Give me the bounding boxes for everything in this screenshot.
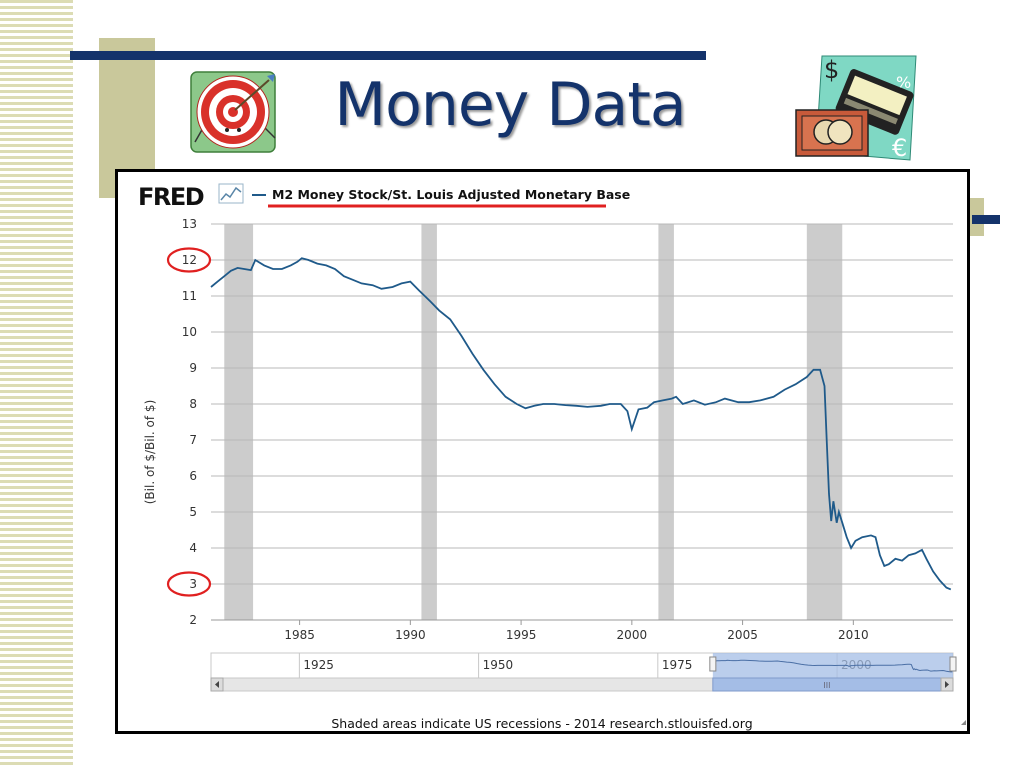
slide-title: Money Data: [334, 70, 686, 140]
scroll-right-arrow-icon: [945, 681, 949, 688]
y-tick-label: 12: [182, 253, 197, 267]
title-bar-right-segment: [972, 215, 1000, 224]
y-tick-label: 3: [189, 577, 197, 591]
fred-chart: FRED M2 Money Stock/St. Louis Adjusted M…: [138, 183, 966, 731]
navigator-label: 1925: [303, 658, 334, 672]
recession-band-4: [806, 224, 843, 620]
x-tick-label: 1995: [506, 628, 537, 642]
x-axis-ticks: 1985 1990 1995 2000 2005 2010: [284, 620, 869, 642]
y-tick-label: 4: [189, 541, 197, 555]
title-underline-bar: [70, 51, 706, 60]
navigator-scrollbar[interactable]: III: [210, 677, 954, 692]
tick-highlights: [166, 247, 212, 597]
fred-chart-frame: FRED M2 Money Stock/St. Louis Adjusted M…: [115, 169, 970, 734]
recession-band-3: [658, 224, 674, 620]
svg-text:€: €: [892, 134, 907, 162]
recession-band-1: [224, 224, 254, 620]
scroll-grip-icon: III: [823, 681, 830, 690]
fred-graph-icon: [218, 183, 244, 204]
navigator-label: 1975: [662, 658, 693, 672]
gridlines: [211, 223, 953, 621]
recession-band-2: [421, 224, 437, 620]
y-tick-label: 10: [182, 325, 197, 339]
navigator-mini-line: [712, 659, 953, 673]
y-tick-label: 5: [189, 505, 197, 519]
svg-text:%: %: [896, 73, 911, 92]
fred-graph-icon-line: [220, 186, 242, 201]
y-tick-label: 9: [189, 361, 197, 375]
x-tick-label: 2010: [838, 628, 869, 642]
x-tick-label: 2000: [617, 628, 648, 642]
fred-logo: FRED: [138, 183, 244, 211]
legend-label: M2 Money Stock/St. Louis Adjusted Moneta…: [272, 187, 630, 202]
fred-logo-text: FRED: [138, 183, 204, 211]
decorative-stripes: [0, 0, 73, 768]
y-axis-ticks: 2 3 4 5 6 7 8 9 10 11 12 13: [182, 217, 197, 627]
navigator-label: 1950: [483, 658, 514, 672]
navigator-left-handle[interactable]: [709, 656, 717, 672]
svg-text:$: $: [824, 56, 839, 84]
y-tick-label: 13: [182, 217, 197, 231]
target-icon: [190, 71, 276, 153]
y-tick-label: 11: [182, 289, 197, 303]
scroll-left-arrow-icon: [215, 681, 219, 688]
tick-highlight-circle-3: [166, 571, 212, 597]
navigator-right-handle[interactable]: [949, 656, 957, 672]
tick-highlight-circle-12: [166, 247, 212, 273]
y-axis-label: (Bil. of $/Bil. of $): [143, 400, 157, 505]
money-icon: $ % €: [795, 55, 917, 162]
x-tick-label: 2005: [727, 628, 758, 642]
resize-grip-icon: [961, 720, 966, 725]
x-tick-label: 1985: [284, 628, 315, 642]
recession-bands: [224, 224, 843, 620]
y-tick-label: 2: [189, 613, 197, 627]
x-tick-label: 1990: [395, 628, 426, 642]
chart-footer: Shaded areas indicate US recessions - 20…: [331, 716, 752, 731]
y-tick-label: 8: [189, 397, 197, 411]
y-tick-label: 6: [189, 469, 197, 483]
series-line-m2-base: [210, 257, 952, 591]
y-tick-label: 7: [189, 433, 197, 447]
